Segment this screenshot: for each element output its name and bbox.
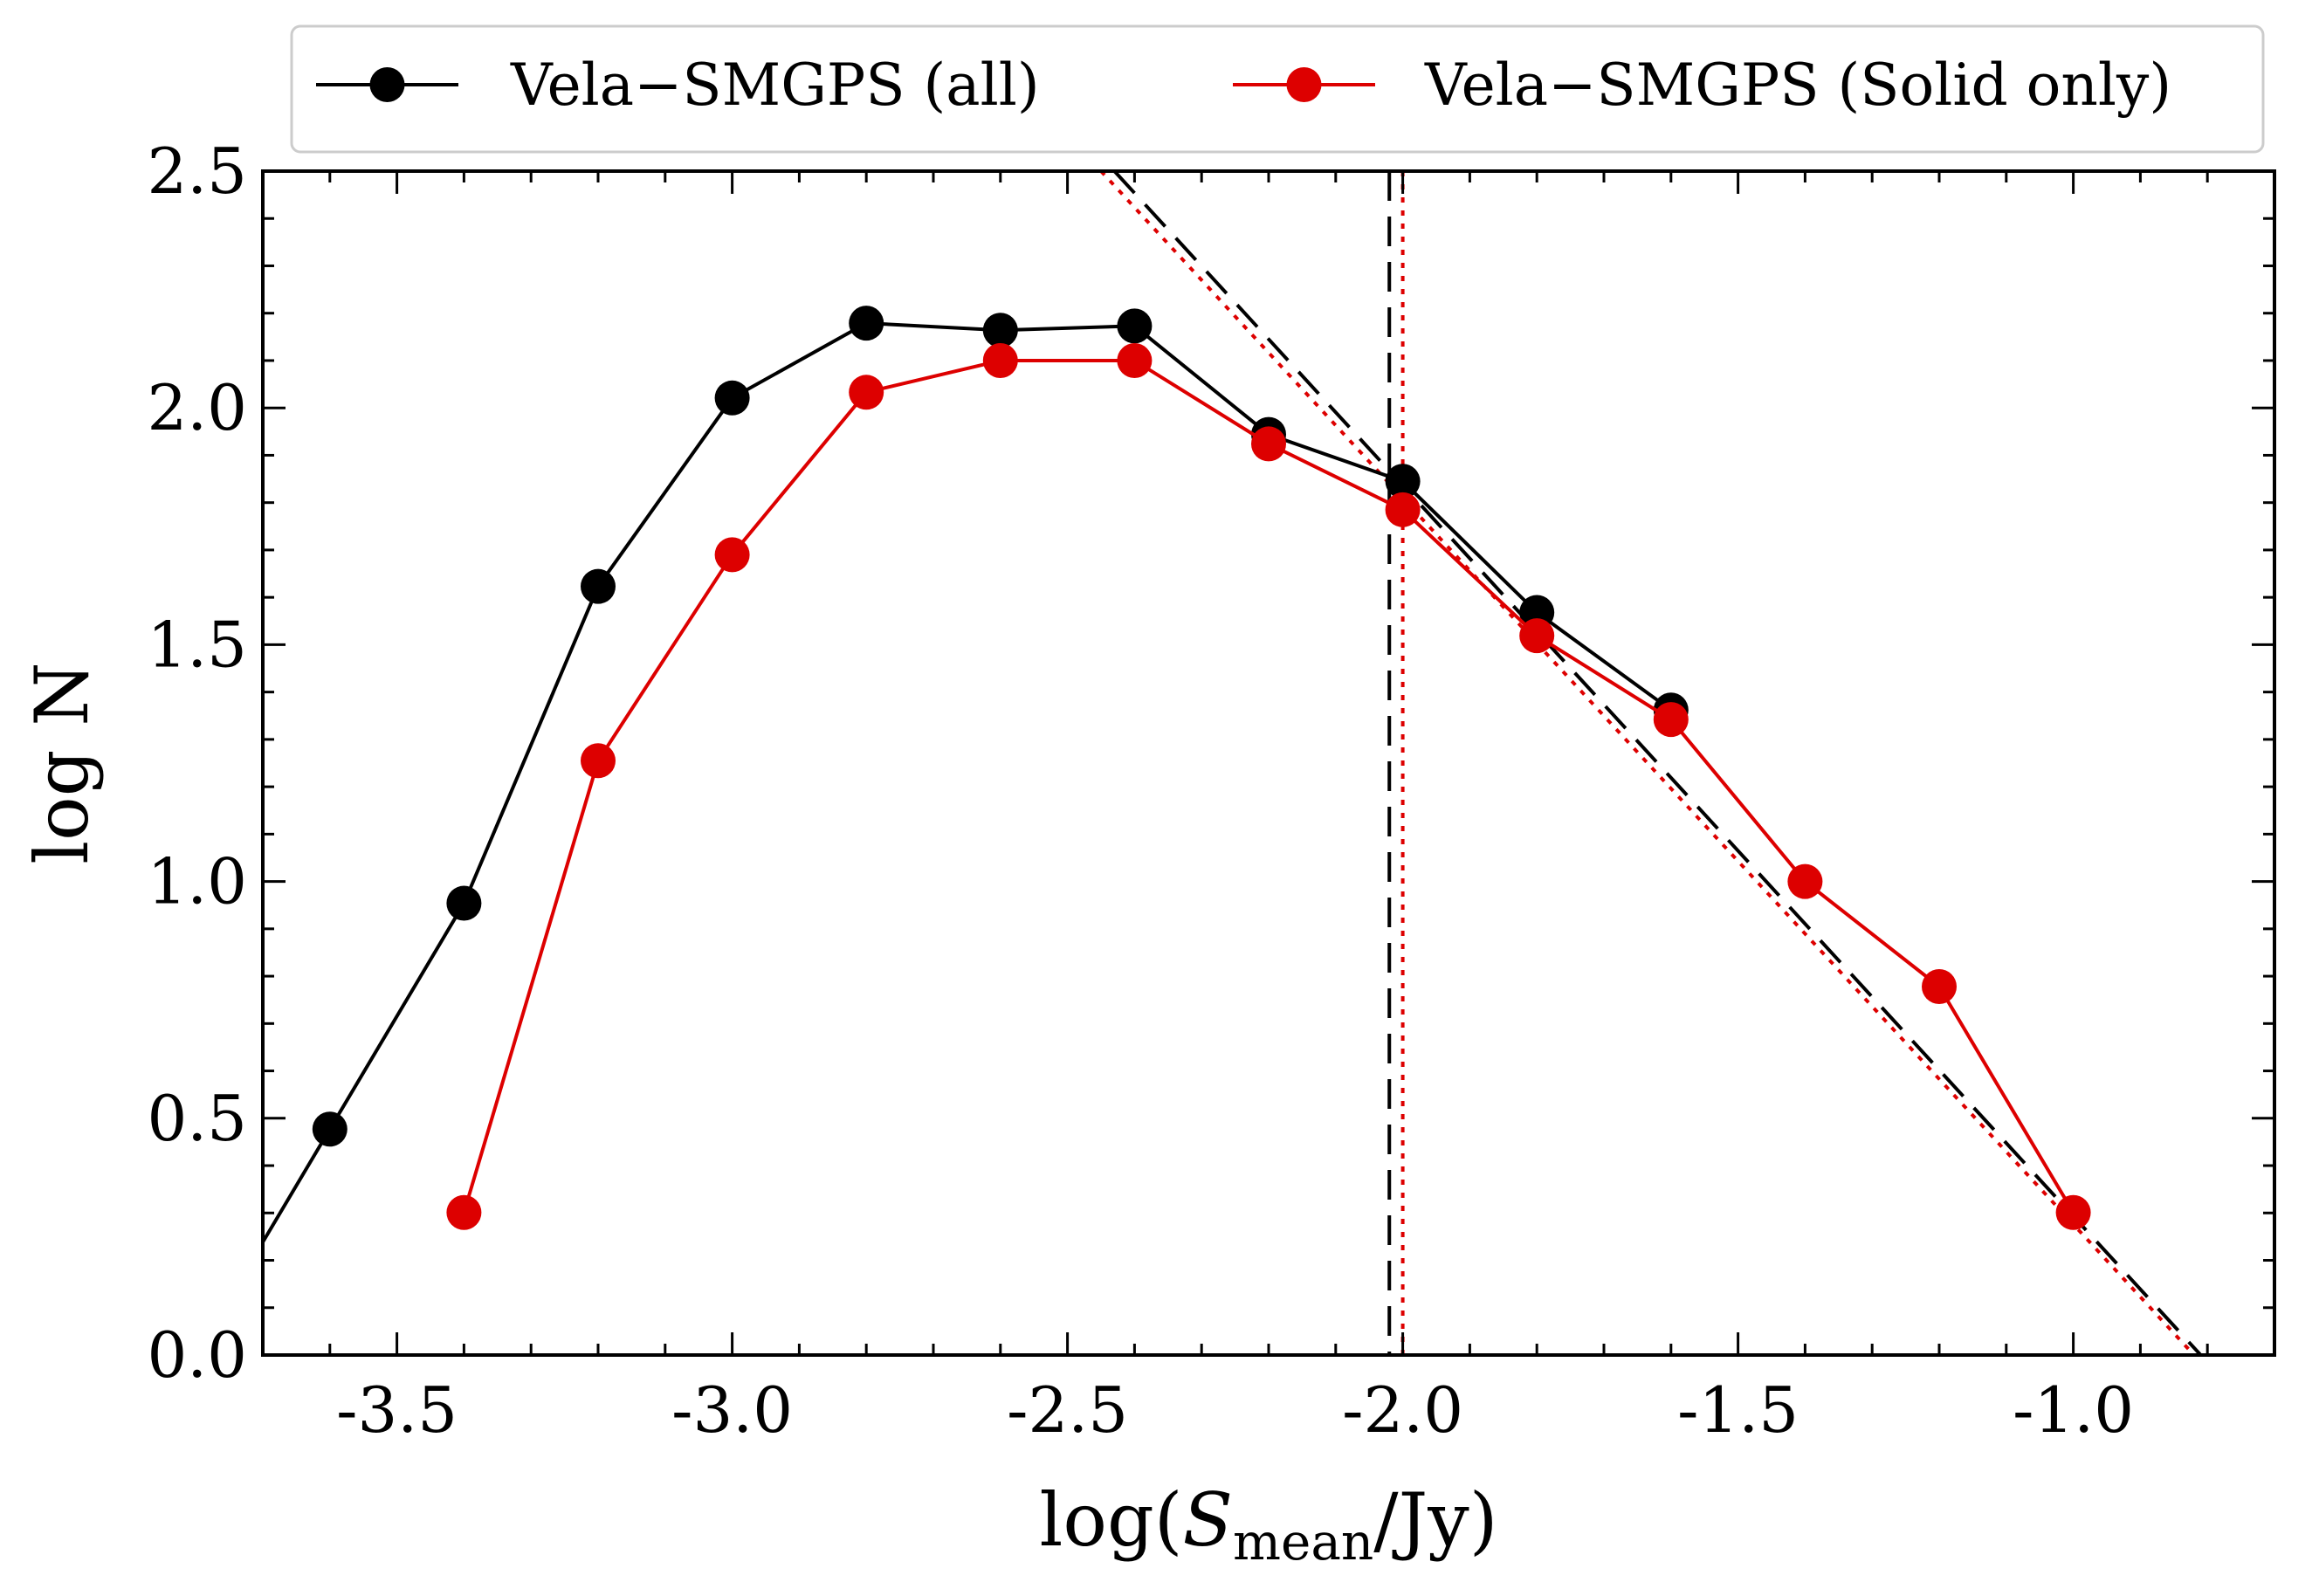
data-point-s1-9 <box>1653 702 1689 738</box>
y-axis-title: log N <box>19 662 105 863</box>
data-point-s0-1 <box>312 1111 348 1147</box>
x-axis-title-prefix: log( <box>1040 1477 1183 1563</box>
series-line-1 <box>462 358 2075 1214</box>
y-tick-label: 0.0 <box>147 1318 247 1392</box>
data-point-s1-2 <box>714 537 750 573</box>
x-axis-title-sub: mean <box>1233 1512 1373 1572</box>
data-point-s0-7 <box>1117 308 1153 344</box>
x-tick-label: -1.0 <box>2013 1373 2134 1447</box>
y-tick-label: 1.5 <box>147 608 247 681</box>
x-tick-label: -2.0 <box>1342 1373 1463 1447</box>
x-axis-title-var: S <box>1182 1477 1233 1563</box>
data-point-s1-1 <box>581 743 616 779</box>
data-point-s1-11 <box>1922 969 1957 1005</box>
x-tick-label: -2.5 <box>1007 1373 1128 1447</box>
legend-box <box>290 24 2265 154</box>
x-tick-label: -3.5 <box>336 1373 458 1447</box>
legend: Vela−SMGPS (all) Vela−SMGPS (Solid only) <box>290 24 2265 154</box>
x-tick-label: -3.0 <box>671 1373 793 1447</box>
data-point-s1-6 <box>1251 426 1286 462</box>
x-tick-label: -1.5 <box>1677 1373 1799 1447</box>
axis-ticks-layer <box>261 169 2276 1357</box>
data-point-s0-9 <box>1385 464 1421 499</box>
legend-marker-all <box>369 67 405 102</box>
plot-lines-layer <box>263 171 2202 1355</box>
series-line-0 <box>263 321 1672 1246</box>
tick-labels-layer: -3.5 -3.0 -2.5 -2.0 -1.5 -1.0 0.0 0.5 1.0 1.5 2.0 2… <box>147 134 2134 1447</box>
legend-label-solid: Vela−SMGPS (Solid only) <box>1424 52 2171 119</box>
data-point-s0-5 <box>849 306 884 341</box>
y-tick-label: 1.0 <box>147 845 247 918</box>
data-point-s1-4 <box>982 342 1018 378</box>
data-point-s1-3 <box>849 375 884 410</box>
data-point-s1-7 <box>1385 492 1421 527</box>
legend-label-all: Vela−SMGPS (all) <box>510 52 1040 119</box>
data-point-s1-8 <box>1519 618 1555 654</box>
data-point-s0-3 <box>581 568 616 604</box>
plot-frame <box>261 169 2276 1357</box>
fit-line-fit-all <box>1112 171 2202 1355</box>
data-point-s1-10 <box>1787 863 1823 899</box>
x-axis-title: log(Smean/Jy) <box>1040 1477 1498 1572</box>
data-point-s0-4 <box>714 380 750 416</box>
x-axis-title-suffix: /Jy) <box>1373 1477 1497 1563</box>
y-tick-label: 0.5 <box>147 1082 247 1155</box>
data-point-s1-0 <box>446 1194 482 1230</box>
data-point-s0-6 <box>982 313 1018 348</box>
y-tick-label: 2.0 <box>147 371 247 444</box>
legend-marker-solid <box>1286 67 1322 102</box>
y-tick-label: 2.5 <box>147 134 247 208</box>
data-point-s0-2 <box>446 885 482 921</box>
fit-line-fit-solid <box>1099 171 2196 1355</box>
data-point-s1-5 <box>1117 342 1153 378</box>
data-point-s1-12 <box>2055 1194 2091 1230</box>
